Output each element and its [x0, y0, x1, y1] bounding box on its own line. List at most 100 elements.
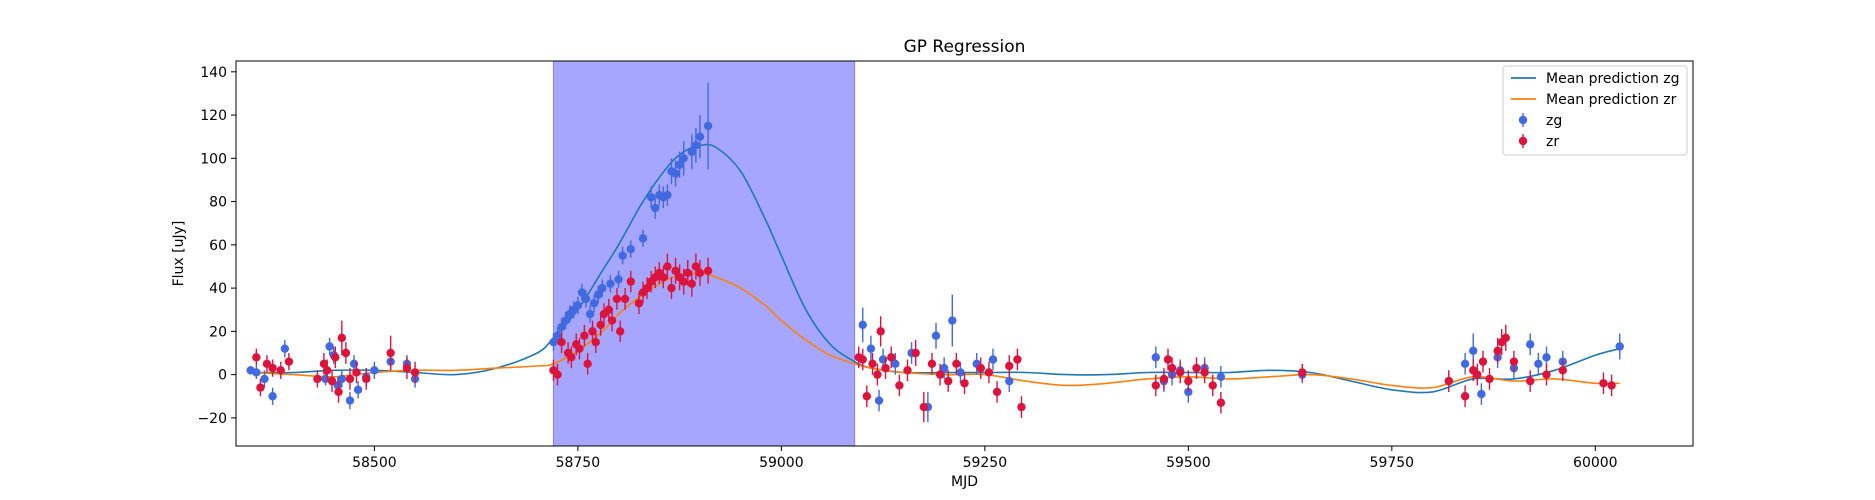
observation-points — [246, 82, 1624, 423]
data-point — [262, 359, 272, 369]
y-axis-label: Flux [uJy] — [171, 221, 187, 287]
y-tick-label: 20 — [209, 324, 227, 340]
data-point — [583, 359, 592, 369]
data-point — [337, 374, 347, 384]
data-point — [1485, 374, 1494, 384]
data-point — [352, 368, 361, 377]
data-point — [557, 337, 566, 347]
data-point — [891, 359, 900, 369]
data-point — [618, 251, 627, 260]
data-point — [268, 392, 277, 401]
data-point — [345, 374, 355, 384]
data-point — [1216, 372, 1226, 381]
y-tick-label: 120 — [200, 108, 227, 124]
data-point — [1208, 381, 1217, 390]
data-point — [911, 348, 920, 358]
x-tick-label: 59250 — [963, 455, 1008, 471]
legend-box — [1502, 65, 1688, 156]
data-point — [1216, 398, 1226, 407]
data-point — [703, 266, 713, 276]
y-tick-label: 80 — [209, 195, 227, 211]
data-point — [956, 368, 965, 377]
data-point — [594, 290, 603, 299]
data-point — [1599, 379, 1608, 388]
data-point — [604, 305, 613, 314]
data-point — [866, 344, 876, 353]
data-point — [612, 294, 622, 304]
data-point — [402, 363, 412, 373]
data-point — [667, 283, 676, 293]
data-point — [614, 275, 623, 284]
data-point — [695, 132, 705, 141]
plot-frame — [235, 60, 1694, 447]
data-point — [313, 374, 322, 384]
data-point — [1013, 355, 1022, 364]
data-point — [1501, 333, 1510, 343]
data-point — [280, 344, 290, 353]
series-zr — [252, 253, 1616, 423]
legend-label: Mean prediction zr — [1546, 92, 1677, 108]
ticks-layer: 58500 58750 59000 59250 59500 59750 60000 −20 0 2… — [197, 65, 1617, 471]
data-point — [1192, 363, 1201, 373]
y-tick-label: 60 — [209, 238, 227, 254]
data-point — [410, 368, 420, 377]
data-point — [944, 376, 953, 386]
data-point — [1534, 359, 1543, 369]
data-point — [252, 353, 261, 362]
data-point — [596, 320, 605, 330]
data-point — [337, 333, 347, 343]
data-point — [1184, 376, 1193, 386]
data-point — [984, 368, 994, 377]
data-point — [549, 337, 558, 347]
data-point — [679, 277, 688, 286]
data-point — [1005, 376, 1014, 386]
data-point — [327, 376, 337, 386]
data-point — [319, 359, 329, 369]
data-point — [386, 348, 395, 358]
x-tick-label: 60000 — [1573, 455, 1618, 471]
data-point — [868, 359, 877, 369]
data-point — [873, 370, 882, 379]
data-point — [256, 383, 265, 392]
data-point — [687, 279, 697, 288]
data-point — [895, 381, 904, 390]
x-tick-label: 59500 — [1166, 455, 1211, 471]
data-point — [1526, 340, 1535, 349]
data-point — [1200, 368, 1209, 377]
data-point — [927, 359, 937, 369]
y-tick-label: 40 — [209, 281, 227, 297]
data-point — [1460, 359, 1470, 369]
data-point — [1469, 346, 1478, 356]
legend-label: zr — [1546, 134, 1559, 150]
data-point — [260, 374, 269, 384]
data-point — [573, 301, 583, 310]
data-point — [1163, 355, 1173, 364]
data-point — [252, 368, 261, 377]
data-point — [575, 344, 584, 353]
data-point — [931, 331, 941, 340]
series-zg — [246, 82, 1624, 423]
data-point — [589, 299, 599, 308]
data-point — [939, 363, 949, 373]
data-point — [903, 366, 912, 375]
data-point — [642, 283, 652, 293]
data-point — [671, 266, 680, 276]
data-point — [322, 366, 332, 375]
legend-label: zg — [1546, 113, 1562, 129]
data-point — [585, 309, 595, 319]
legend: Mean prediction zg Mean prediction zr zg zr — [1502, 65, 1688, 156]
data-point — [341, 348, 351, 358]
data-point — [858, 320, 867, 330]
data-point — [675, 160, 684, 170]
data-point — [874, 396, 884, 405]
data-point — [353, 385, 363, 394]
shaded-interval — [552, 60, 856, 447]
data-point — [331, 353, 340, 362]
data-point — [268, 363, 277, 373]
data-point — [887, 353, 896, 362]
data-point — [1460, 392, 1470, 401]
chart-title: GP Regression — [904, 37, 1026, 57]
data-point — [370, 366, 379, 375]
data-point — [687, 147, 697, 157]
